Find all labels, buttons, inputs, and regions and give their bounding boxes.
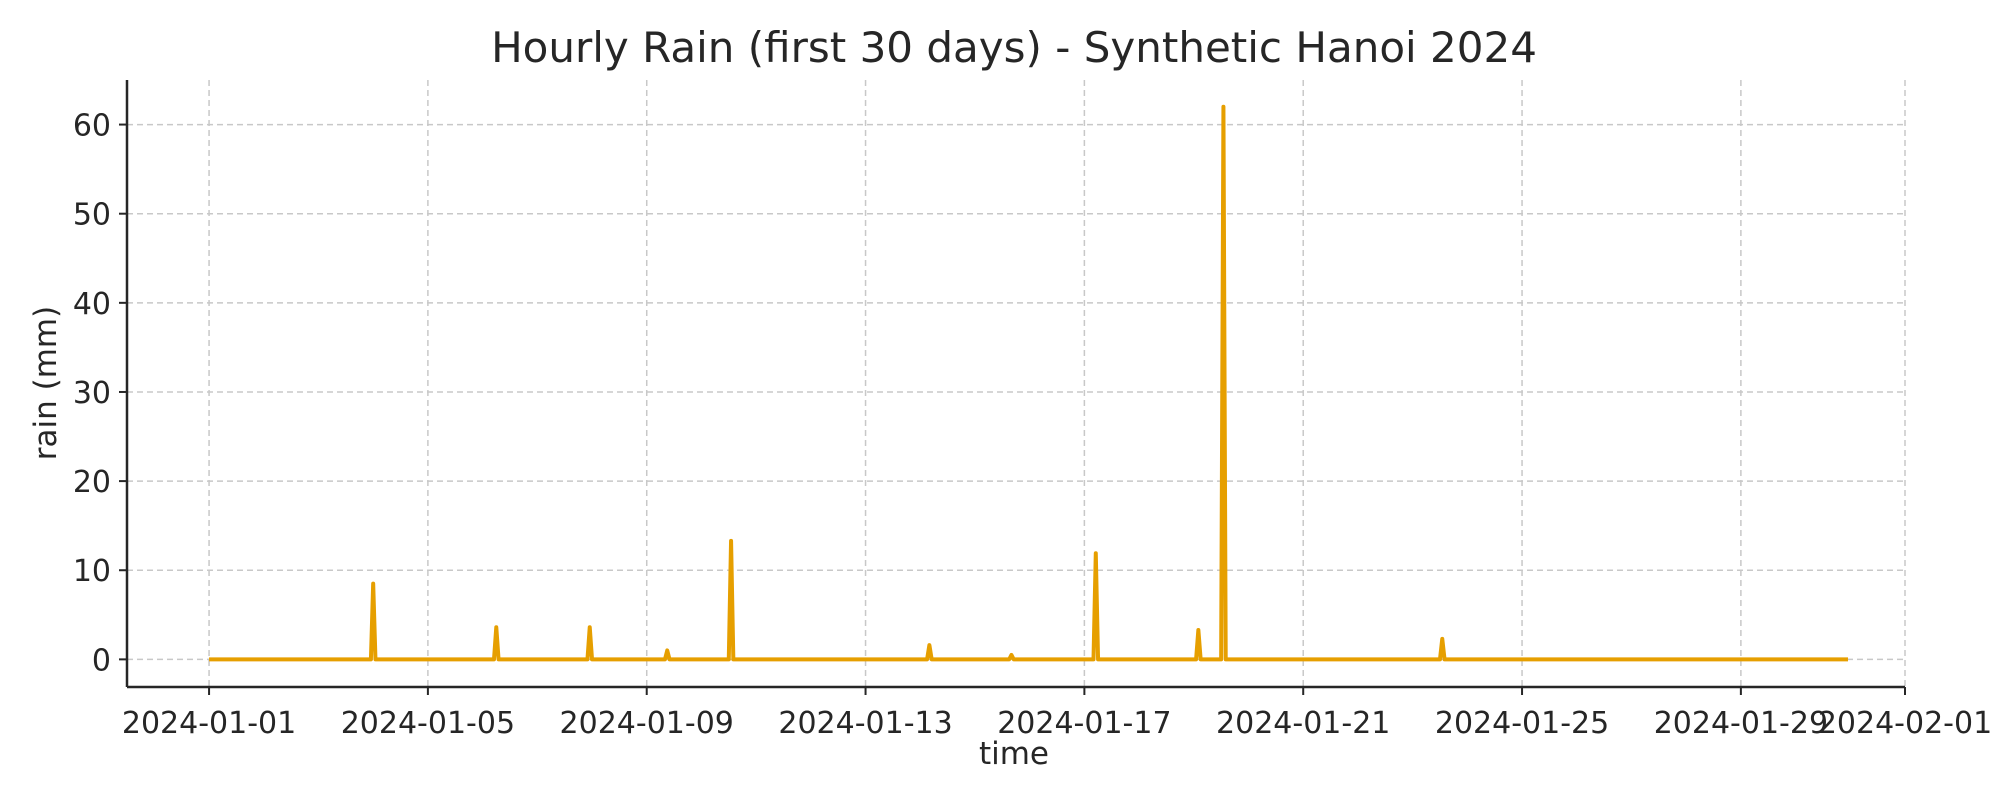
chart-title: Hourly Rain (first 30 days) - Synthetic … xyxy=(491,23,1537,72)
y-tick-label: 60 xyxy=(73,109,111,144)
x-tick-label: 2024-01-01 xyxy=(122,706,296,741)
x-tick-label: 2024-01-29 xyxy=(1654,706,1828,741)
y-tick-label: 50 xyxy=(73,198,111,233)
x-tick-label: 2024-01-21 xyxy=(1216,706,1390,741)
x-axis-label: time xyxy=(979,736,1049,772)
series-line xyxy=(209,104,1849,662)
x-tick-label: 2024-02-01 xyxy=(1818,706,1992,741)
y-tick-label: 30 xyxy=(73,376,111,411)
y-tick-label: 10 xyxy=(73,554,111,589)
x-tick-label: 2024-01-13 xyxy=(778,706,952,741)
x-tick-label: 2024-01-17 xyxy=(997,706,1171,741)
x-tick-label: 2024-01-09 xyxy=(560,706,734,741)
axes xyxy=(125,80,1905,689)
tick-labels: 0 10 20 30 40 50 60 2024-01-01 2024-01-05 2024-01… xyxy=(73,109,1992,741)
grid xyxy=(127,80,1906,687)
x-tick-label: 2024-01-05 xyxy=(341,706,515,741)
y-axis-label: rain (mm) xyxy=(28,306,64,460)
series-layer xyxy=(209,104,1849,662)
y-tick-label: 0 xyxy=(92,643,111,678)
x-tick-label: 2024-01-25 xyxy=(1435,706,1609,741)
y-tick-label: 20 xyxy=(73,465,111,500)
y-tick-label: 40 xyxy=(73,287,111,322)
